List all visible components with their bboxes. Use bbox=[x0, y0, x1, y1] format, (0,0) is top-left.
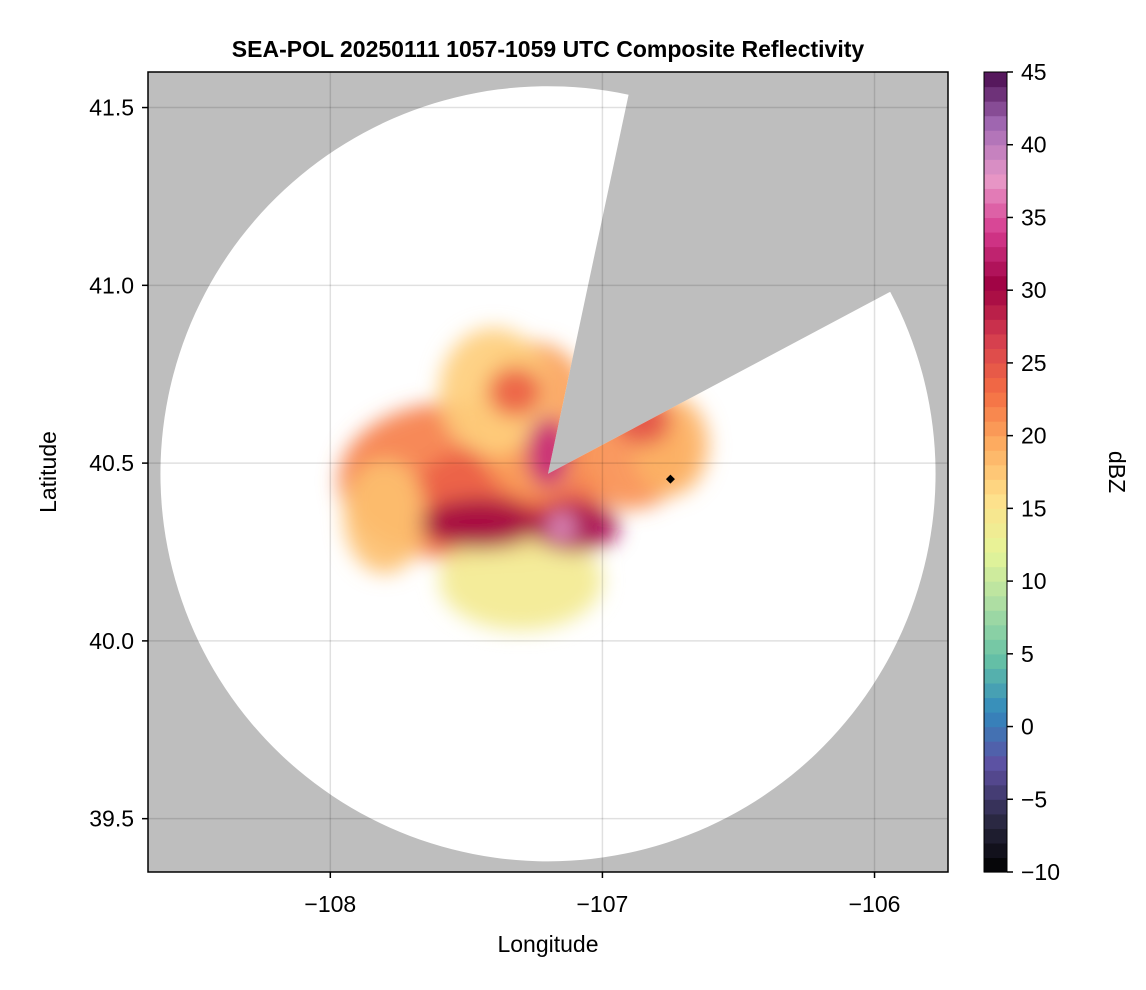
y-tick-label: 40.5 bbox=[89, 450, 134, 476]
colorbar-band bbox=[984, 232, 1007, 248]
echo-cell bbox=[343, 459, 426, 574]
colorbar-band bbox=[984, 799, 1007, 815]
x-tick-label: −107 bbox=[577, 891, 629, 917]
colorbar-tick-label: 10 bbox=[1021, 568, 1047, 594]
x-tick-label: −108 bbox=[304, 891, 356, 917]
colorbar-band bbox=[984, 755, 1007, 771]
y-tick-label: 41.0 bbox=[89, 272, 134, 298]
colorbar-band bbox=[984, 770, 1007, 786]
colorbar-band bbox=[984, 668, 1007, 684]
colorbar-band bbox=[984, 697, 1007, 713]
colorbar-band bbox=[984, 144, 1007, 160]
colorbar-band bbox=[984, 421, 1007, 437]
colorbar-band bbox=[984, 217, 1007, 233]
x-tick-label: −106 bbox=[849, 891, 901, 917]
colorbar-band bbox=[984, 173, 1007, 189]
colorbar-band bbox=[984, 435, 1007, 451]
colorbar-band bbox=[984, 377, 1007, 393]
colorbar-band bbox=[984, 842, 1007, 859]
colorbar-band bbox=[984, 639, 1007, 655]
colorbar-tick-label: 45 bbox=[1021, 59, 1047, 85]
colorbar-tick-label: 5 bbox=[1021, 641, 1034, 667]
colorbar-tick-label: 40 bbox=[1021, 132, 1047, 158]
colorbar-band bbox=[984, 493, 1007, 509]
colorbar-band bbox=[984, 188, 1007, 204]
colorbar-band bbox=[984, 319, 1007, 335]
colorbar-band bbox=[984, 115, 1007, 131]
colorbar-band bbox=[984, 290, 1007, 306]
colorbar-band bbox=[984, 202, 1007, 219]
colorbar-tick-label: 15 bbox=[1021, 495, 1047, 521]
chart-title: SEA-POL 20250111 1057-1059 UTC Composite… bbox=[232, 36, 865, 62]
colorbar-band bbox=[984, 479, 1007, 495]
colorbar-band bbox=[984, 552, 1007, 568]
colorbar-band bbox=[984, 653, 1007, 669]
y-tick-label: 39.5 bbox=[89, 806, 134, 832]
colorbar-band bbox=[984, 450, 1007, 466]
colorbar-band bbox=[984, 261, 1007, 277]
colorbar-band bbox=[984, 857, 1007, 873]
colorbar bbox=[983, 71, 1008, 873]
y-axis-label: Latitude bbox=[35, 431, 61, 513]
grid-lines bbox=[148, 72, 948, 872]
colorbar-band bbox=[984, 72, 1007, 88]
colorbar-tick-label: 20 bbox=[1021, 423, 1047, 449]
colorbar-band bbox=[984, 464, 1007, 480]
colorbar-frame bbox=[983, 71, 1008, 873]
colorbar-band bbox=[984, 159, 1007, 175]
colorbar-band bbox=[984, 784, 1007, 800]
colorbar-band bbox=[984, 333, 1007, 349]
echo-cell bbox=[420, 498, 540, 549]
colorbar-tick-label: −5 bbox=[1021, 786, 1047, 812]
colorbar-tick-label: 0 bbox=[1021, 714, 1034, 740]
colorbar-band bbox=[984, 522, 1007, 539]
colorbar-label: dBZ bbox=[1104, 451, 1130, 493]
plot-area bbox=[148, 72, 948, 872]
colorbar-band bbox=[984, 828, 1007, 844]
y-axis-ticks: 39.5 40.0 40.5 41.0 41.5 bbox=[89, 95, 148, 832]
colorbar-band bbox=[984, 813, 1007, 829]
colorbar-band bbox=[984, 741, 1007, 757]
y-tick-label: 41.5 bbox=[89, 95, 134, 121]
colorbar-band bbox=[984, 566, 1007, 582]
colorbar-band bbox=[984, 595, 1007, 611]
colorbar-band bbox=[984, 246, 1007, 262]
echo-cell bbox=[439, 530, 603, 631]
colorbar-band bbox=[984, 406, 1007, 422]
y-tick-label: 40.0 bbox=[89, 628, 134, 654]
radar-site-marker bbox=[665, 474, 675, 484]
colorbar-band bbox=[984, 275, 1007, 291]
colorbar-band bbox=[984, 362, 1007, 379]
colorbar-tick-label: 25 bbox=[1021, 350, 1047, 376]
colorbar-band bbox=[984, 392, 1007, 408]
colorbar-band bbox=[984, 726, 1007, 742]
colorbar-band bbox=[984, 101, 1007, 117]
colorbar-band bbox=[984, 348, 1007, 364]
colorbar-band bbox=[984, 581, 1007, 597]
colorbar-tick-label: 35 bbox=[1021, 204, 1047, 230]
colorbar-tick-label: −10 bbox=[1021, 859, 1060, 885]
plot-frame bbox=[147, 71, 949, 873]
x-axis-label: Longitude bbox=[497, 931, 598, 957]
x-axis-ticks: −108 −107 −106 bbox=[304, 872, 900, 917]
colorbar-band bbox=[984, 130, 1007, 146]
colorbar-band bbox=[984, 610, 1007, 626]
echo-cell bbox=[548, 512, 576, 542]
colorbar-band bbox=[984, 624, 1007, 640]
colorbar-band bbox=[984, 508, 1007, 524]
colorbar-band bbox=[984, 86, 1007, 102]
colorbar-band bbox=[984, 682, 1007, 699]
colorbar-band bbox=[984, 304, 1007, 320]
colorbar-band bbox=[984, 712, 1007, 728]
reflectivity-field bbox=[338, 328, 709, 631]
colorbar-band bbox=[984, 537, 1007, 553]
colorbar-ticks: −10 −5 0 5 10 15 20 25 30 35 40 45 bbox=[1007, 59, 1060, 885]
echo-cell bbox=[488, 367, 543, 417]
colorbar-tick-label: 30 bbox=[1021, 277, 1047, 303]
